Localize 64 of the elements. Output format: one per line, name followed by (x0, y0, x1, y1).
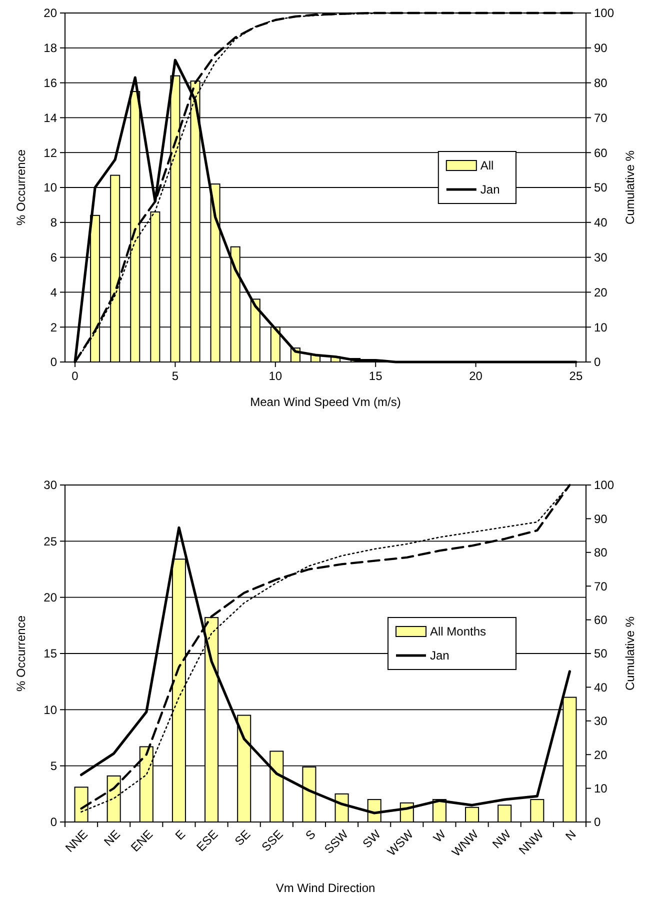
y2-tick-label: 30 (594, 250, 608, 264)
y2-tick-label: 70 (594, 579, 608, 594)
y-tick-label: 20 (44, 590, 58, 605)
x-tick-label: N (562, 827, 579, 844)
y-tick-label: 8 (50, 216, 58, 230)
y-tick-label: 16 (44, 76, 58, 90)
y-tick-label: 18 (44, 41, 58, 56)
y-axis-title: % Occurrence (14, 149, 28, 226)
y-tick-label: 2 (50, 320, 58, 334)
y-tick-label: 10 (44, 702, 58, 717)
y-tick-label: 0 (50, 815, 58, 830)
x-tick-label: SE (232, 827, 254, 848)
legend-label: All Months (430, 624, 486, 639)
y2-tick-label: 20 (594, 748, 608, 762)
y2-tick-label: 10 (594, 782, 608, 796)
y2-tick-label: 40 (594, 680, 608, 694)
y-tick-label: 10 (44, 180, 58, 195)
x-axis-title: Vm Wind Direction (276, 881, 376, 895)
x-tick-label: 0 (72, 369, 79, 383)
y2-tick-label: 60 (594, 146, 608, 160)
x-tick-label: W (430, 826, 450, 846)
y2-axis-title: Cumulative % (623, 616, 637, 691)
y-axis-title: % Occurrence (14, 615, 28, 692)
y2-tick-label: 100 (594, 6, 614, 20)
x-tick-label: E (172, 827, 188, 843)
x-tick-label: 5 (172, 369, 179, 383)
y2-tick-label: 60 (594, 613, 608, 627)
y-tick-label: 6 (50, 250, 58, 264)
y2-tick-label: 0 (594, 355, 601, 370)
x-tick-label: 25 (569, 369, 583, 383)
x-axis-title: Mean Wind Speed Vm (m/s) (250, 395, 401, 409)
legend-label: All (480, 158, 494, 173)
x-tick-label: 10 (268, 369, 282, 383)
legend-label: Jan (430, 648, 450, 663)
y2-tick-label: 20 (594, 285, 608, 300)
legend-label: Jan (480, 182, 500, 197)
y2-tick-label: 100 (594, 478, 614, 492)
y2-tick-label: 0 (594, 815, 601, 830)
y-tick-label: 15 (44, 646, 58, 661)
x-tick-label: NW (490, 826, 514, 852)
y2-tick-label: 80 (594, 76, 608, 90)
y2-tick-label: 50 (594, 646, 608, 661)
y2-tick-label: 40 (594, 216, 608, 230)
y2-axis-title: Cumulative % (623, 150, 637, 225)
x-tick-label: S (302, 827, 318, 843)
y2-tick-label: 30 (594, 714, 608, 728)
y2-tick-label: 90 (594, 512, 608, 526)
y-tick-label: 12 (44, 146, 58, 160)
x-tick-label: NE (101, 827, 123, 849)
y-tick-label: 5 (50, 759, 58, 774)
y2-tick-label: 50 (594, 180, 608, 195)
y2-tick-label: 90 (594, 41, 608, 56)
y-tick-label: 4 (50, 285, 58, 300)
y-tick-label: 14 (44, 110, 58, 125)
y2-tick-label: 70 (594, 110, 608, 125)
y2-tick-label: 10 (594, 320, 608, 334)
x-tick-label: 15 (368, 369, 383, 383)
x-tick-label: 20 (469, 369, 483, 383)
x-tick-label: SW (360, 826, 384, 851)
y2-tick-label: 80 (594, 546, 608, 560)
y-tick-label: 25 (44, 534, 58, 548)
y-tick-label: 0 (50, 355, 58, 370)
y-tick-label: 20 (44, 6, 58, 20)
y-tick-label: 30 (44, 478, 58, 492)
